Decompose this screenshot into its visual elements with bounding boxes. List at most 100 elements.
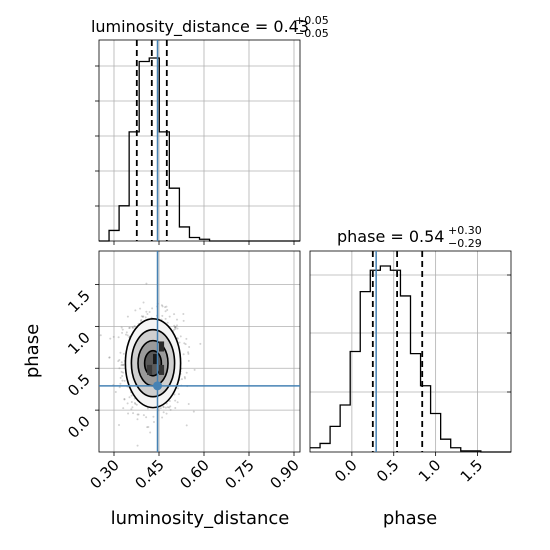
scatter-point	[145, 310, 148, 313]
scatter-point	[109, 337, 112, 340]
scatter-point	[142, 315, 145, 318]
scatter-point	[159, 407, 162, 410]
scatter-frame	[98, 250, 301, 453]
scatter-point	[164, 306, 167, 309]
scatter-point	[177, 387, 180, 390]
scatter-point	[131, 406, 134, 409]
scatter-point	[149, 431, 152, 434]
hist-phase-frame	[309, 250, 512, 453]
scatter-point	[140, 315, 143, 318]
scatter-point	[174, 327, 177, 330]
scatter-point	[137, 413, 140, 416]
scatter-point	[121, 331, 124, 334]
scatter-point	[128, 396, 131, 399]
scatter-point	[141, 315, 144, 318]
scatter-point	[125, 333, 128, 336]
title-luminosity-distance-sup: +0.05	[295, 14, 329, 27]
scatter-point	[130, 394, 133, 397]
scatter-point	[184, 343, 187, 346]
scatter-point	[108, 356, 111, 359]
scatter-point	[140, 318, 143, 321]
scatter-point	[118, 358, 121, 361]
scatter-point	[131, 326, 134, 329]
scatter-point	[136, 413, 139, 416]
scatter-point	[145, 416, 148, 419]
scatter-point	[132, 412, 135, 415]
scatter-point	[187, 359, 190, 362]
scatter-point	[135, 403, 138, 406]
scatter-point	[134, 403, 137, 406]
title-luminosity-distance: luminosity_distance = 0.43	[91, 17, 309, 37]
scatter-point	[121, 379, 124, 382]
density-block-1	[159, 341, 165, 352]
hist-dist-step	[99, 57, 300, 242]
scatter-truth-marker	[153, 381, 162, 391]
scatter-point	[152, 421, 155, 424]
scatter-point	[173, 393, 176, 396]
scatter-point	[145, 282, 148, 285]
scatter-point	[117, 360, 120, 363]
scatter-point	[119, 351, 122, 354]
scatter-point	[176, 318, 179, 321]
scatter-point	[151, 307, 154, 310]
scatter-point	[187, 403, 190, 406]
scatter-point	[118, 367, 121, 370]
scatter-point	[125, 331, 128, 334]
scatter-point	[139, 319, 142, 322]
ylabel-phase: phase	[22, 324, 43, 378]
scatter-point	[165, 305, 168, 308]
scatter-point	[162, 406, 165, 409]
scatter-point	[122, 363, 125, 366]
scatter-point	[99, 334, 102, 337]
scatter-point	[180, 378, 183, 381]
scatter-point	[120, 361, 123, 364]
hist-luminosity-distance-panel	[95, 39, 301, 245]
scatter-point	[127, 412, 130, 415]
scatter-point	[174, 407, 177, 410]
scatter-point	[161, 416, 164, 419]
scatter-point	[136, 418, 139, 421]
scatter-point	[193, 368, 196, 371]
scatter-point	[183, 375, 186, 378]
scatter-point	[176, 327, 179, 330]
scatter-point	[169, 408, 172, 411]
scatter-point	[148, 311, 151, 314]
scatter-point	[176, 401, 179, 404]
scatter-point	[184, 377, 187, 380]
scatter-point	[182, 319, 185, 322]
scatter-point	[133, 325, 136, 328]
scatter-point	[118, 386, 121, 389]
scatter-point	[134, 309, 137, 312]
scatter-point	[131, 326, 134, 329]
scatter-point	[174, 326, 177, 329]
scatter-point	[133, 401, 136, 404]
scatter-point	[121, 375, 124, 378]
scatter-point	[139, 307, 142, 310]
scatter-point	[174, 326, 177, 329]
scatter-point	[161, 305, 164, 308]
title-phase-sub: −0.29	[448, 237, 482, 250]
scatter-point	[162, 411, 165, 414]
scatter-point	[122, 364, 125, 367]
scatter-point	[128, 326, 131, 329]
scatter-panel	[95, 250, 301, 456]
scatter-point	[117, 423, 120, 426]
scatter-point	[176, 337, 179, 340]
scatter-point	[166, 321, 169, 324]
scatter-point	[112, 335, 115, 338]
scatter-point	[161, 314, 164, 317]
scatter-point	[146, 407, 149, 410]
scatter-point	[108, 356, 111, 359]
xlabel-luminosity-distance: luminosity_distance	[111, 508, 290, 529]
scatter-point	[165, 412, 168, 415]
xlabel-phase: phase	[383, 508, 437, 529]
hist-dist-frame	[98, 39, 301, 242]
scatter-point	[144, 316, 147, 319]
scatter-point	[120, 364, 123, 367]
scatter-point	[179, 335, 182, 338]
scatter-point	[174, 399, 177, 402]
scatter-point	[122, 371, 125, 374]
scatter-point	[164, 406, 167, 409]
scatter-point	[147, 425, 150, 428]
